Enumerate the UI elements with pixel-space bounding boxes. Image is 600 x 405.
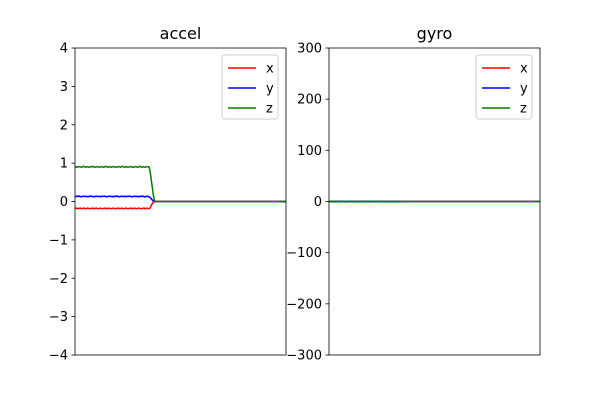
- legend-label-x: x: [266, 62, 274, 77]
- y-tick-label: −1: [49, 233, 68, 248]
- legend-label-y: y: [266, 82, 274, 97]
- legend: xyz: [475, 54, 533, 120]
- y-tick-label: −3: [49, 310, 68, 325]
- legend-label-z: z: [520, 102, 527, 117]
- y-tick-label: 100: [297, 144, 322, 159]
- gyro-panel: gyro −300 −200 −100 0 100 200 300 xyz: [286, 24, 541, 364]
- chart-title: gyro: [417, 24, 453, 43]
- series-lines: [75, 165, 286, 210]
- chart-title: accel: [160, 24, 202, 43]
- y-tick-label: −200: [286, 297, 322, 312]
- series-line-z: [75, 165, 286, 203]
- y-tick-label: 200: [297, 93, 322, 108]
- y-tick-label: 0: [60, 195, 68, 210]
- legend-label-y: y: [520, 82, 528, 97]
- y-tick-label: 4: [60, 42, 68, 57]
- legend-box: [475, 54, 533, 120]
- y-tick-label: −300: [286, 349, 322, 364]
- y-tick-label: 2: [60, 118, 68, 133]
- y-tick-label: −2: [49, 272, 68, 287]
- series-line-z: [329, 200, 540, 203]
- legend-box: [221, 54, 279, 120]
- legend-label-z: z: [266, 102, 273, 117]
- y-tick-label: 1: [60, 157, 68, 172]
- accel-panel: accel −4 −3 −2 −1 0 1 2 3 4 xyz: [49, 24, 287, 364]
- legend-label-x: x: [520, 62, 528, 77]
- y-tick-label: −4: [49, 349, 68, 364]
- series-lines: [329, 200, 540, 203]
- y-tick-label: −100: [286, 246, 322, 261]
- legend: xyz: [221, 54, 279, 120]
- y-tick-label: 300: [297, 42, 322, 57]
- y-tick-label: 0: [314, 195, 322, 210]
- y-tick-label: 3: [60, 80, 68, 95]
